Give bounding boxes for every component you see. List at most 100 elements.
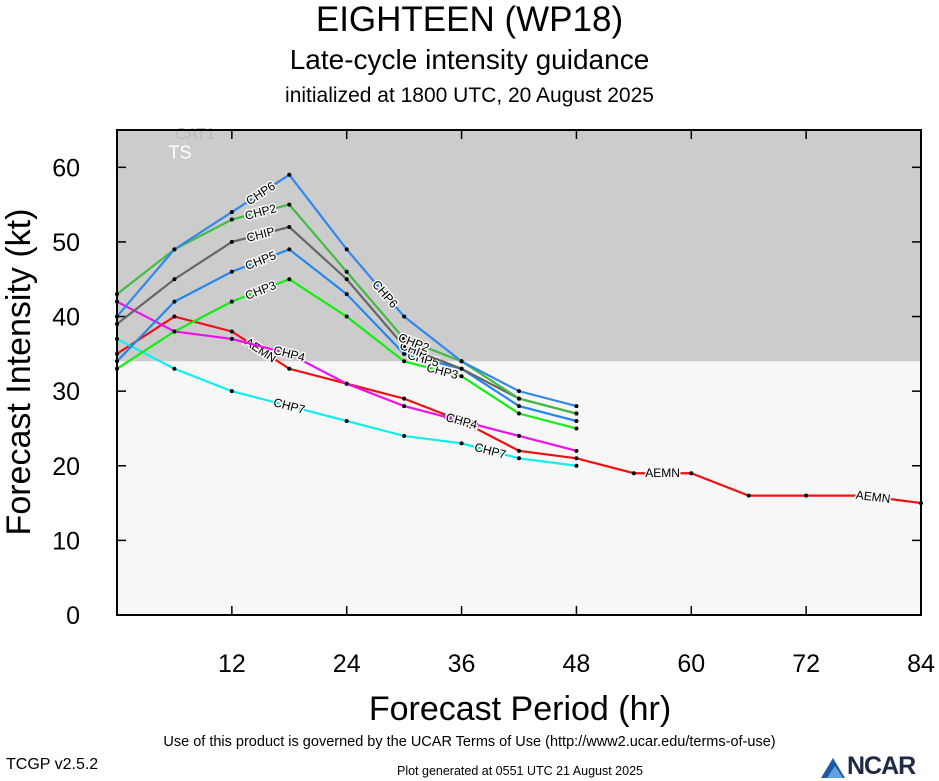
series-label-aemn: AEMN <box>645 466 680 480</box>
x-tick-label: 72 <box>792 650 820 678</box>
data-point <box>919 501 923 506</box>
data-point <box>861 493 866 498</box>
chart-subtitle: Late-cycle intensity guidance <box>289 44 650 75</box>
data-point <box>115 299 119 304</box>
data-point <box>344 277 349 282</box>
series-label-chip: CHIP <box>245 224 276 245</box>
ncar-logo-icon <box>821 758 845 778</box>
data-point <box>115 292 119 297</box>
plot-generated-text: Plot generated at 0551 UTC 21 August 202… <box>396 764 643 778</box>
data-point <box>229 329 234 334</box>
data-point <box>229 210 234 215</box>
data-point <box>229 239 234 244</box>
chart-init-time: initialized at 1800 UTC, 20 August 2025 <box>285 84 654 107</box>
data-point <box>574 456 579 461</box>
x-tick-label: 48 <box>563 650 591 678</box>
data-point <box>172 366 177 371</box>
data-point <box>402 396 407 401</box>
data-point <box>172 299 177 304</box>
data-point <box>172 314 177 319</box>
data-point <box>229 217 234 222</box>
data-point <box>402 351 407 356</box>
data-point <box>229 389 234 394</box>
y-tick-label: 10 <box>52 527 80 555</box>
data-point <box>402 344 407 349</box>
data-point <box>689 471 694 476</box>
y-tick-label: 30 <box>52 378 80 406</box>
data-point <box>517 456 521 461</box>
band-label-ts: TS <box>168 142 191 162</box>
data-point <box>574 426 579 431</box>
data-point <box>229 299 234 304</box>
data-point <box>229 269 234 274</box>
data-point <box>172 277 177 282</box>
data-point <box>517 411 521 416</box>
data-point <box>517 396 521 401</box>
data-point <box>517 433 521 438</box>
data-point <box>287 225 292 229</box>
x-tick-label: 24 <box>333 650 361 678</box>
data-point <box>287 351 292 356</box>
data-point <box>459 374 464 379</box>
x-tick-label: 84 <box>907 650 935 678</box>
band-label-cat1: CAT1 <box>175 126 215 143</box>
band-ts <box>117 137 921 362</box>
data-point <box>344 419 349 423</box>
data-point <box>344 292 349 297</box>
data-point <box>287 172 292 177</box>
data-point <box>344 314 349 319</box>
data-point <box>804 493 809 498</box>
data-point <box>459 359 464 364</box>
y-tick-label: 0 <box>66 602 80 630</box>
x-tick-label: 60 <box>677 650 705 678</box>
data-point <box>344 381 349 386</box>
y-tick-label: 60 <box>52 154 80 182</box>
data-point <box>574 411 579 416</box>
data-point <box>115 351 119 356</box>
data-point <box>287 277 292 282</box>
data-point <box>517 404 521 409</box>
data-point <box>574 463 579 468</box>
data-point <box>402 336 407 341</box>
data-point <box>115 359 119 364</box>
y-tick-label: 50 <box>52 229 80 257</box>
data-point <box>172 329 177 334</box>
y-tick-label: 20 <box>52 453 80 481</box>
data-point <box>746 493 751 498</box>
data-point <box>459 419 464 423</box>
band-cat1 <box>117 130 921 138</box>
x-axis-label: Forecast Period (hr) <box>369 690 671 728</box>
data-point <box>574 404 579 409</box>
data-point <box>287 202 292 207</box>
x-tick-label: 36 <box>448 650 476 678</box>
data-point <box>459 366 464 371</box>
data-point <box>172 247 177 252</box>
data-point <box>402 404 407 409</box>
data-point <box>287 366 292 371</box>
data-point <box>574 419 579 423</box>
ncar-logo-text: NCAR <box>847 752 916 780</box>
data-point <box>287 404 292 409</box>
data-point <box>344 247 349 252</box>
data-point <box>402 359 407 364</box>
terms-of-use-text: Use of this product is governed by the U… <box>163 734 776 750</box>
data-point <box>402 314 407 319</box>
series-label-aemn: AEMN <box>855 488 891 506</box>
chart-title: EIGHTEEN (WP18) <box>315 0 624 39</box>
data-point <box>344 269 349 274</box>
data-point <box>459 441 464 446</box>
data-point <box>517 448 521 453</box>
data-point <box>517 389 521 394</box>
data-point <box>229 336 234 341</box>
y-axis-label: Forecast Intensity (kt) <box>0 209 38 536</box>
data-point <box>631 471 636 476</box>
x-tick-label: 12 <box>218 650 246 678</box>
version-text: TCGP v2.5.2 <box>6 756 99 773</box>
data-point <box>115 336 119 341</box>
data-point <box>115 322 119 326</box>
data-point <box>402 433 407 438</box>
data-point <box>115 366 119 371</box>
plot-frame <box>116 129 922 616</box>
data-point <box>115 314 119 319</box>
